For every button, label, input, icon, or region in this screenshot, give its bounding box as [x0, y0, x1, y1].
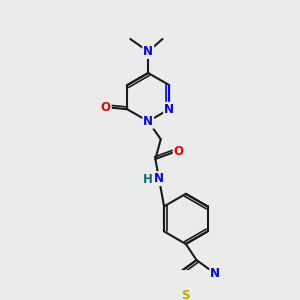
Text: N: N [143, 45, 153, 58]
Text: O: O [174, 145, 184, 158]
Text: N: N [154, 172, 164, 185]
Text: N: N [210, 267, 220, 280]
Text: S: S [181, 289, 189, 300]
Text: N: N [164, 103, 174, 116]
Text: O: O [101, 101, 111, 114]
Text: H: H [142, 173, 152, 186]
Text: N: N [143, 115, 153, 128]
